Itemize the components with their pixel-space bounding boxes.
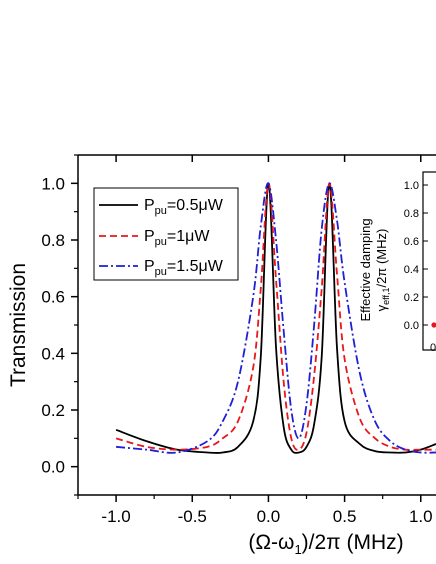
legend-item-2: Ppu=1.5μW bbox=[99, 258, 224, 278]
inset-ylabel-rest: /2π (MHz) bbox=[374, 229, 389, 288]
inset-frame bbox=[422, 171, 436, 351]
legend-label-2-sub: pu bbox=[155, 266, 167, 278]
y-tick-label-3: 0.6 bbox=[41, 288, 65, 307]
inset-y-tick-label-2: 0.6 bbox=[404, 236, 419, 248]
series-line-2 bbox=[116, 182, 436, 454]
x-tick-label-2: 0.0 bbox=[257, 507, 281, 526]
inset-y-tick-label-1: 0.8 bbox=[404, 208, 419, 220]
x-tick-label-0: -1.0 bbox=[101, 507, 130, 526]
y-tick-label-1: 0.2 bbox=[41, 401, 65, 420]
inset-y-tick-label-3: 0.4 bbox=[404, 264, 419, 276]
inset-data-point bbox=[431, 322, 436, 328]
legend-label-2-value: =1.5μW bbox=[167, 258, 224, 275]
inset-panel: 1.0 0.8 0.6 0.4 0.2 0.0 Effective damping γef… bbox=[358, 171, 436, 354]
legend-label-1-main: P bbox=[144, 228, 155, 245]
x-axis-title: (Ω-ω1)/2π (MHz) bbox=[248, 531, 403, 557]
series-layer bbox=[115, 182, 436, 454]
legend-item-0: Ppu=0.5μW bbox=[99, 197, 224, 217]
legend-label-0-value: =0.5μW bbox=[167, 197, 224, 214]
inset-y-tick-label-4: 0.2 bbox=[404, 292, 419, 304]
legend-label-2: Ppu=1.5μW bbox=[144, 258, 224, 278]
inset-partial-tick: 0 bbox=[430, 342, 436, 354]
x-tick-label-4: 1.0 bbox=[409, 507, 433, 526]
legend-label-2-main: P bbox=[144, 258, 155, 275]
inset-ylabel-line2: γeff,1/2π (MHz) bbox=[374, 229, 391, 312]
inset-ylabel-line1: Effective damping bbox=[358, 218, 373, 321]
legend-label-1-sub: pu bbox=[155, 236, 167, 248]
legend-label-1: Ppu=1μW bbox=[144, 228, 210, 248]
x-axis-title-prefix: (Ω-ω bbox=[248, 531, 294, 554]
legend-label-0-sub: pu bbox=[155, 205, 167, 217]
axis-ticks: -1.0 -0.5 0.0 0.5 1.0 0.0 0.2 0.4 0.6 0.8 1.0 bbox=[41, 154, 433, 526]
y-tick-label-4: 0.8 bbox=[41, 231, 65, 250]
inset-ylabel-gamma: γ bbox=[374, 304, 389, 311]
legend-item-1: Ppu=1μW bbox=[99, 228, 210, 248]
y-tick-label-2: 0.4 bbox=[41, 344, 65, 363]
inset-ylabel-sub: eff,1 bbox=[381, 287, 391, 304]
x-tick-label-3: 0.5 bbox=[333, 507, 357, 526]
legend-box bbox=[93, 187, 239, 281]
y-axis-title: Transmission bbox=[7, 263, 30, 387]
series-line-1 bbox=[115, 182, 436, 451]
legend-label-0: Ppu=0.5μW bbox=[144, 197, 224, 217]
x-tick-label-1: -0.5 bbox=[178, 507, 207, 526]
legend-label-0-main: P bbox=[144, 197, 155, 214]
series-line-0 bbox=[115, 182, 436, 454]
legend: Ppu=0.5μW Ppu=1μW Ppu=1.5μW bbox=[93, 187, 239, 281]
inset-y-tick-label-5: 0.0 bbox=[404, 320, 419, 332]
inset-axis-ticks: 1.0 0.8 0.6 0.4 0.2 0.0 bbox=[404, 180, 428, 332]
x-axis-title-suffix: )/2π (MHz) bbox=[302, 531, 404, 554]
x-axis-title-subscript: 1 bbox=[294, 542, 301, 557]
inset-y-tick-label-0: 1.0 bbox=[404, 180, 419, 192]
legend-label-1-value: =1μW bbox=[167, 228, 210, 245]
y-tick-label-0: 0.0 bbox=[41, 458, 65, 477]
y-tick-label-5: 1.0 bbox=[41, 174, 65, 193]
